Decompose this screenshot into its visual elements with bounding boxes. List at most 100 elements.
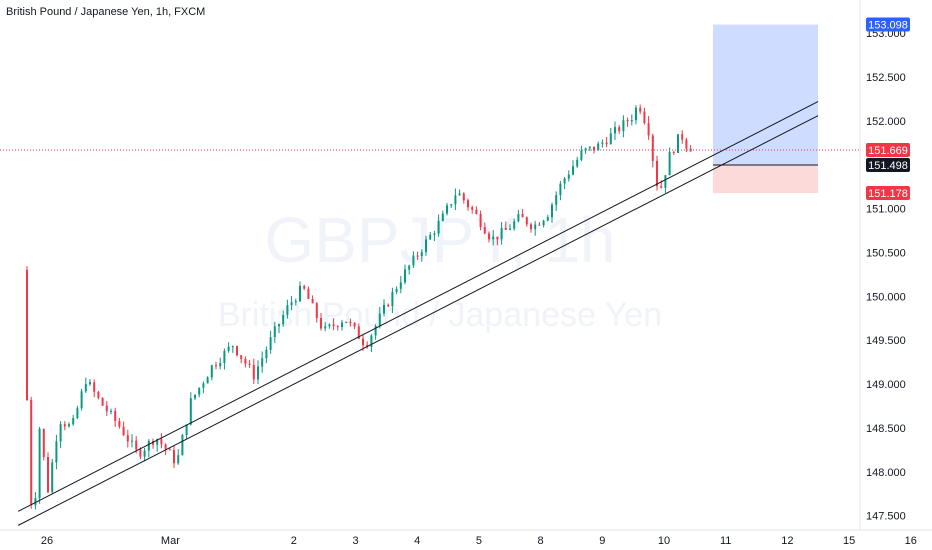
candle-body: [51, 462, 54, 493]
candle-body: [664, 175, 667, 188]
target-zone: [713, 24, 818, 165]
candle-body: [223, 350, 226, 363]
candle-body: [257, 366, 259, 380]
time-tick-label: 4: [414, 535, 420, 547]
candle-body: [236, 346, 238, 356]
candle-body: [513, 221, 516, 229]
price-tick-label: 152.000: [866, 116, 906, 128]
price-badge-label: 153.098: [868, 20, 908, 32]
trendline: [17, 101, 819, 512]
candle-body: [349, 321, 352, 323]
candle-body: [668, 152, 671, 176]
candle-body: [299, 285, 301, 302]
chart-title: British Pound / Japanese Yen, 1h, FXCM: [6, 6, 205, 18]
price-tick-label: 150.500: [866, 248, 906, 260]
candle-body: [303, 285, 306, 289]
candle-body: [689, 148, 692, 152]
candle-body: [202, 383, 205, 388]
candle-body: [483, 227, 486, 234]
candle-body: [328, 324, 331, 327]
candle-body: [189, 398, 192, 425]
candle-body: [341, 322, 343, 328]
candle-body: [290, 302, 293, 306]
candle-body: [261, 358, 264, 367]
candle-body: [609, 133, 612, 145]
candle-body: [210, 365, 213, 378]
candle-body: [509, 228, 511, 230]
candle-body: [59, 424, 62, 442]
candle-body: [425, 239, 427, 253]
price-tick-label: 148.500: [866, 423, 906, 435]
candle-body: [446, 205, 448, 214]
candle-body: [315, 303, 318, 319]
candle-body: [588, 146, 591, 149]
price-badge-label: 151.498: [868, 160, 908, 172]
candle-body: [131, 440, 133, 442]
candle-body: [467, 200, 469, 208]
candle-body: [93, 382, 96, 392]
price-badge: [866, 17, 910, 32]
candle-body: [563, 178, 566, 184]
time-tick-label: 12: [781, 535, 793, 547]
candle-body: [517, 213, 520, 222]
time-axis[interactable]: 26Mar234589101112151617: [41, 535, 932, 547]
candle-body: [567, 174, 570, 179]
stop-zone: [713, 164, 818, 194]
candle-body: [521, 213, 524, 218]
candle-body: [546, 217, 549, 221]
candle-body: [143, 450, 146, 457]
position-zones[interactable]: [713, 24, 818, 194]
time-tick-label: 5: [476, 535, 482, 547]
candle-body: [601, 142, 604, 144]
candle-body: [38, 428, 41, 499]
candle-body: [240, 355, 243, 359]
candle-body: [450, 204, 453, 206]
candle-body: [475, 209, 478, 214]
trendline: [17, 115, 819, 526]
time-tick-label: 15: [843, 535, 855, 547]
candle-body: [559, 183, 562, 196]
candle-body: [597, 143, 600, 151]
candle-body: [576, 159, 579, 167]
candle-body: [639, 107, 642, 112]
candle-body: [370, 335, 373, 347]
price-badge-label: 151.178: [868, 188, 908, 200]
candle-body: [614, 127, 616, 134]
candle-body: [408, 265, 411, 270]
candle-body: [353, 322, 356, 327]
candle-body: [80, 391, 83, 409]
candle-body: [504, 227, 507, 230]
candle-body: [412, 255, 415, 266]
candle-body: [454, 195, 457, 205]
candle-body: [160, 439, 163, 445]
candle-body: [206, 377, 209, 384]
candle-body: [68, 424, 70, 427]
candle-body: [635, 107, 637, 120]
candle-body: [164, 444, 167, 450]
time-tick-label: 16: [905, 535, 917, 547]
candle-body: [114, 410, 117, 422]
candle-body: [198, 387, 201, 395]
candle-body: [374, 325, 377, 336]
price-badge: [866, 142, 910, 157]
candles: [26, 104, 692, 510]
candle-body: [383, 304, 385, 314]
candle-body: [530, 224, 532, 230]
candle-body: [265, 349, 268, 359]
candle-body: [286, 305, 289, 316]
time-tick-label: 26: [41, 535, 53, 547]
candle-body: [429, 234, 432, 240]
candle-body: [63, 424, 66, 427]
time-tick-label: 9: [599, 535, 605, 547]
trendlines[interactable]: [17, 101, 819, 526]
time-tick-label: 3: [352, 535, 358, 547]
candle-body: [185, 424, 188, 436]
candle-body: [84, 384, 87, 392]
watermark-name: British Pound / Japanese Yen: [218, 296, 662, 334]
price-tick-label: 147.500: [866, 511, 906, 523]
price-tick-label: 149.500: [866, 335, 906, 347]
candle-body: [181, 435, 184, 456]
candle-body: [101, 397, 104, 406]
candle-body: [647, 123, 650, 136]
